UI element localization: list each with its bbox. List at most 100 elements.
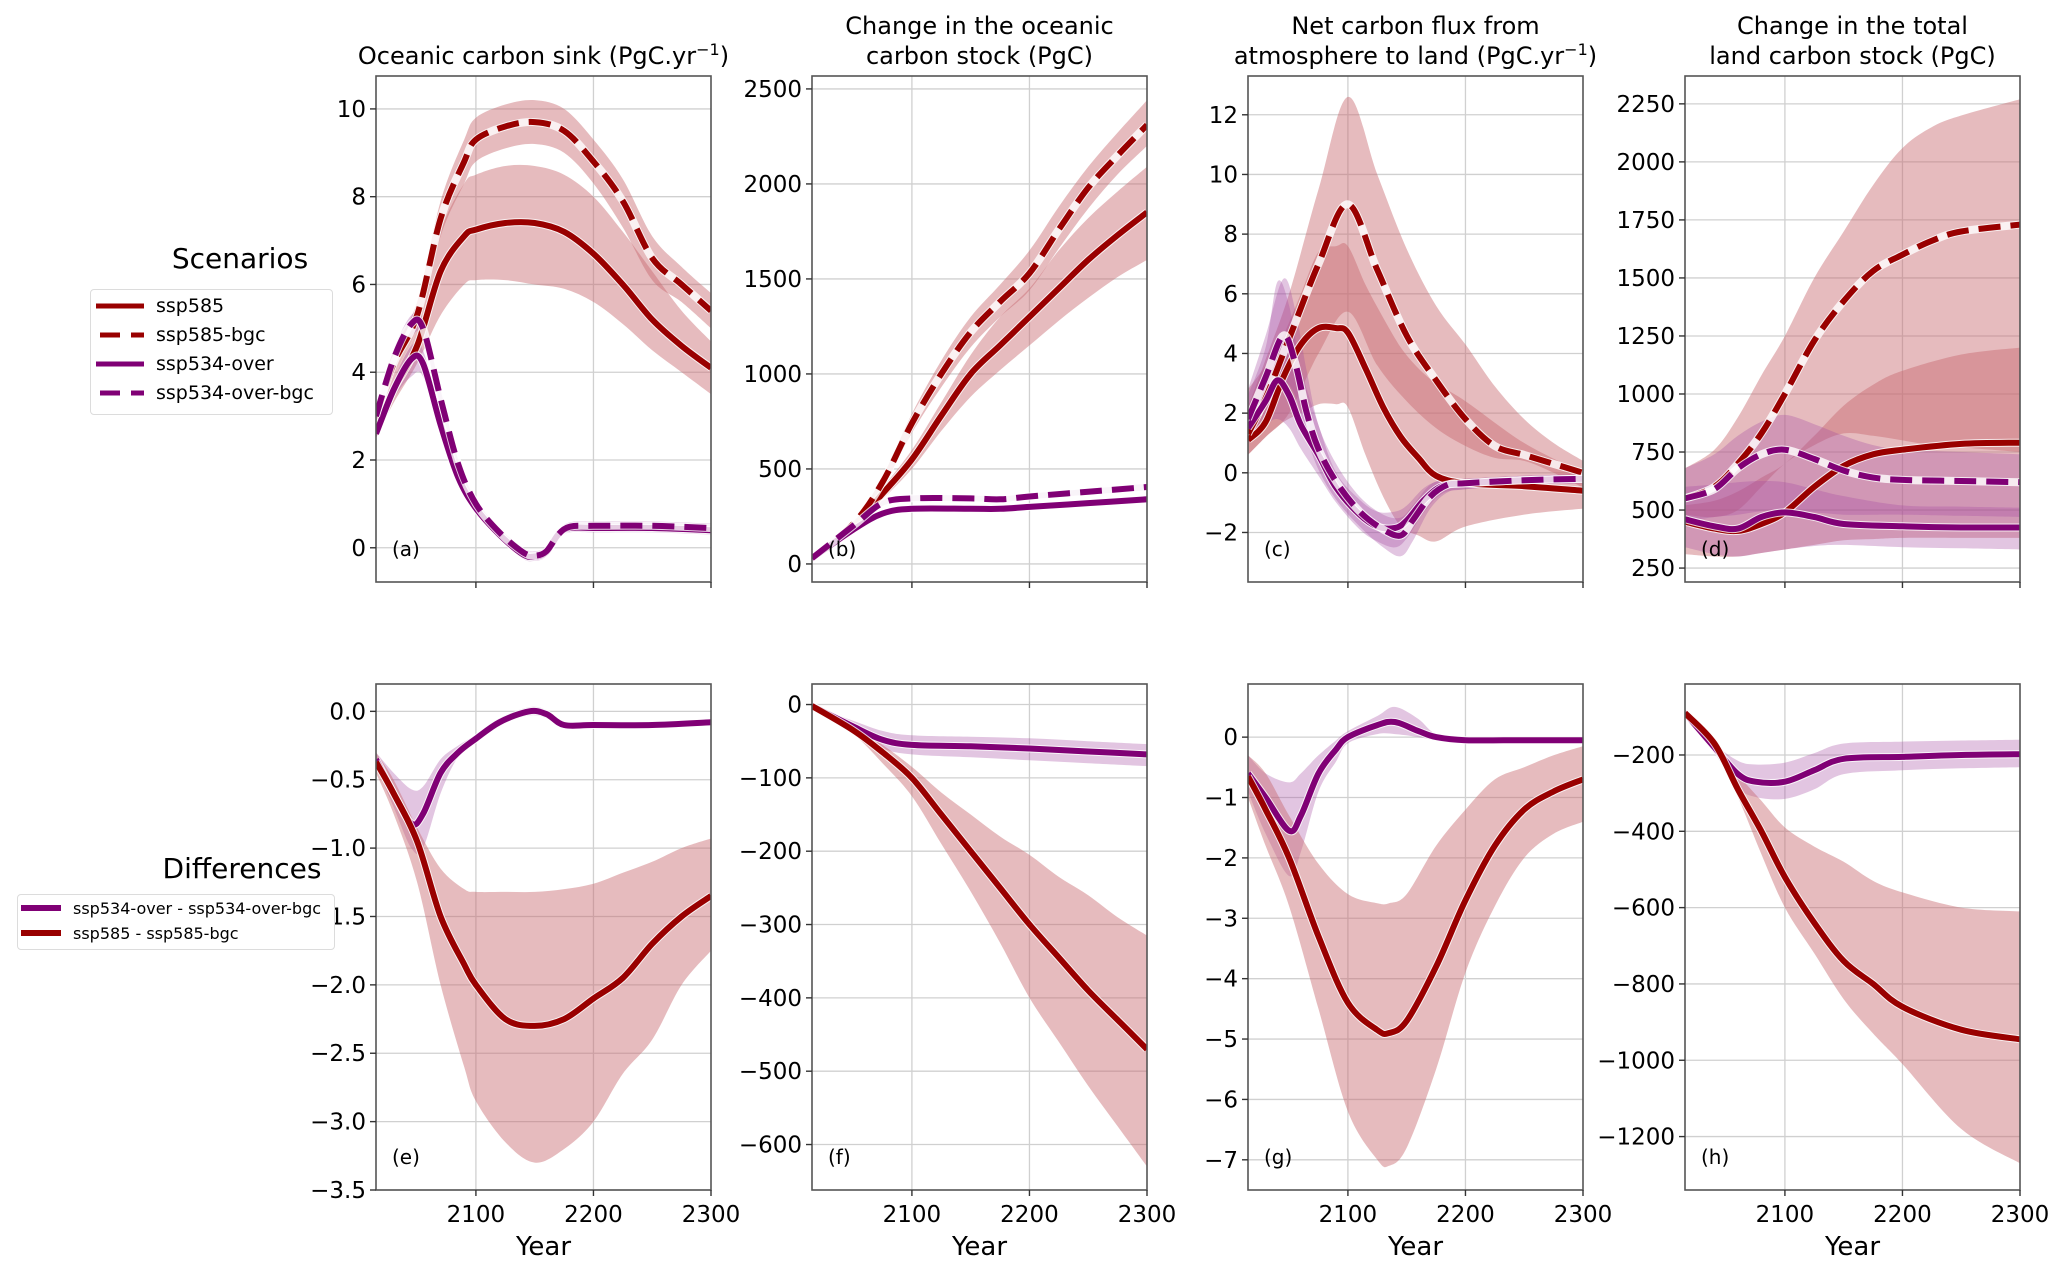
y-tick-label: 1500 [743,267,802,293]
x-tick-label: 2200 [1873,1202,1932,1228]
plot-area [1248,706,1583,1168]
axes-frame [375,683,712,1191]
y-tick-label: 2250 [1616,92,1675,118]
band-ssp534-over-bgc [1685,414,2020,522]
y-tick-label: 10 [1209,162,1238,188]
plot-area [376,706,711,1163]
x-tick-label: 2300 [1554,1202,1613,1228]
dashed-line-swatch-icon [100,332,144,338]
series-line-ssp585-bgc [812,122,1147,561]
y-tick-label: 1000 [1616,382,1675,408]
gridlines [1685,76,2020,582]
y-tick-label: 2000 [1616,150,1675,176]
panel-title: land carbon stock (PgC) [1709,42,1996,70]
y-tick-label: −1000 [1597,1048,1675,1074]
band-ssp585-bgc [376,99,711,425]
y-tick-label: 1750 [1616,208,1675,234]
panel-g: −7 −6 −5 −4 −3 −2 −1 0 2100 2200 2300 Year (g) [1204,683,1613,1262]
y-tick-label: −300 [739,913,802,939]
axes-frame [1684,683,2021,1191]
x-tick-label: 2200 [1436,1202,1495,1228]
panel-title: Change in the total [1737,12,1968,40]
series-line-ssp534-over-bgc [376,316,711,559]
gridlines [1685,684,2020,1190]
y-tick-label: −2.0 [310,973,366,999]
x-tick-label: 2300 [1118,1202,1177,1228]
axes-frame [1247,683,1584,1191]
y-tick-label: 500 [1631,498,1675,524]
x-axis-label: Year [1824,1232,1880,1262]
differences-legend-title: Differences [162,852,322,885]
y-tick-label: 0 [351,536,366,562]
y-tick-label: 12 [1209,103,1238,129]
y-tick-label: −2 [1204,846,1238,872]
scenarios-legend-title: Scenarios [171,242,309,275]
y-tick-label: −1.0 [310,836,366,862]
panel-b: 0 500 1000 1500 2000 2500 (b) Change in the oce… [743,12,1148,588]
panel-label: (b) [828,537,856,561]
y-tick-label: −7 [1204,1148,1238,1174]
y-tick-label: 750 [1631,440,1675,466]
y-tick-label: −200 [739,839,802,865]
panel-label: (e) [392,1145,420,1169]
y-tick-label: 0.0 [329,699,366,725]
axes-frame [811,75,1148,583]
y-tick-label: 1250 [1616,324,1675,350]
y-tick-label: −600 [739,1133,802,1159]
y-tick-label: 6 [351,272,366,298]
legend-entry-ssp585-bgc: ssp585-bgc [96,323,266,347]
x-tick-label: 2300 [1991,1202,2050,1228]
y-tick-label: −6 [1204,1087,1238,1113]
scenarios-legend-box [90,289,333,415]
panel-a: 0 2 4 6 8 10 (a) Oceanic carbon sink (PgC.yr−1) [337,40,729,588]
legend-label: ssp534-over [156,353,274,375]
band-ssp585-ssp585-bgc [812,706,1147,1167]
y-tick-label: −5 [1204,1027,1238,1053]
y-tick-label: −2 [1204,520,1238,546]
panel-label: (d) [1701,537,1729,561]
solid-line-swatch-icon [21,930,61,936]
y-tick-label: −400 [1612,819,1675,845]
panel-title: carbon stock (PgC) [866,42,1093,70]
series-line-ssp585-ssp585-bgc [1685,710,2020,1043]
legend-entry-ssp585: ssp585 [96,294,224,318]
panel-title: Net carbon flux from [1291,12,1539,40]
y-tick-label: −100 [739,766,802,792]
y-tick-label: −800 [1612,972,1675,998]
y-tick-label: 1500 [1616,266,1675,292]
series-line-ssp534-over-bgc [812,484,1147,561]
solid-line-swatch-icon [21,905,61,911]
x-tick-label: 2200 [1000,1202,1059,1228]
band-ssp534-over-ssp534-over-bgc [376,706,711,855]
legend-entry-ssp585-diff: ssp585 - ssp585-bgc [21,922,239,944]
y-tick-label: 1000 [743,362,802,388]
band-ssp585-ssp585-bgc [1685,709,2020,1164]
x-tick-label: 2100 [1756,1202,1815,1228]
y-tick-label: −2.5 [310,1041,366,1067]
solid-line-swatch-icon [96,303,144,309]
solid-line-swatch-icon [96,361,144,367]
x-tick-label: 2100 [447,1202,506,1228]
series-line-ssp585-ssp585-bgc [376,760,711,1029]
y-tick-label: 2000 [743,172,802,198]
panel-f: −600 −500 −400 −300 −200 −100 0 2100 2200 2300 Yea… [739,683,1177,1262]
x-tick-label: 2300 [682,1202,741,1228]
x-axis-label: Year [515,1232,571,1262]
series-line-ssp534-over [812,496,1147,561]
x-tick-label: 2100 [1319,1202,1378,1228]
y-tick-label: 6 [1223,282,1238,308]
y-tick-label: 10 [337,97,366,123]
x-tick-label: 2100 [883,1202,942,1228]
band-ssp534-over [1685,480,2020,557]
y-tick-label: 0 [1223,725,1238,751]
y-tick-label: 0 [787,552,802,578]
panel-h: −1200 −1000 −800 −600 −400 −200 2100 2200 2300 Ye… [1597,683,2050,1262]
legend-label: ssp534-over-bgc [156,382,314,404]
panel-label: (h) [1701,1145,1729,1169]
legend-label: ssp585 [156,295,225,317]
y-tick-label: −1200 [1597,1125,1675,1151]
y-tick-label: 250 [1631,556,1675,582]
x-axis-label: Year [951,1232,1007,1262]
band-ssp585 [1248,242,1583,542]
